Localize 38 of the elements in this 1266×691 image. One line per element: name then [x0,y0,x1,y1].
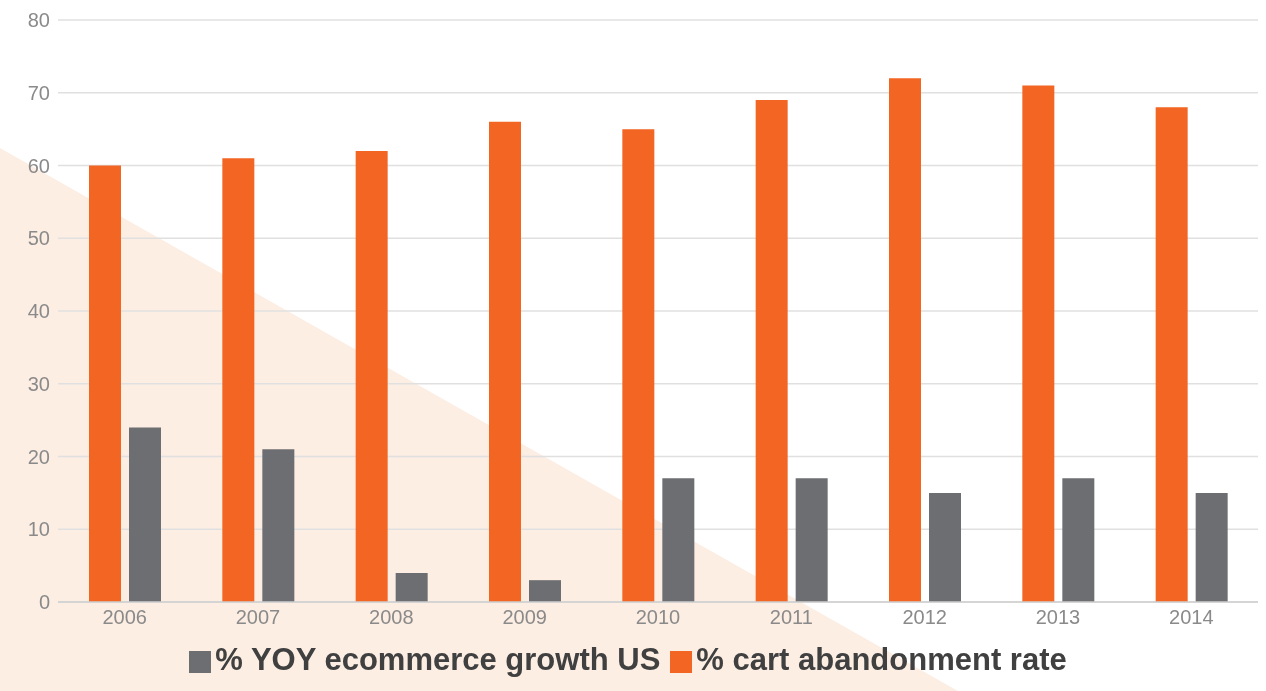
x-tick-label: 2011 [769,606,813,629]
x-tick-label: 2013 [1035,606,1081,629]
bar [129,427,161,602]
legend-label: % cart abandonment rate [696,642,1067,677]
y-tick-label: 40 [27,300,50,323]
x-tick-label: 2008 [369,606,414,629]
y-tick-label: 60 [27,154,50,177]
y-tick-label: 70 [27,81,50,104]
bar [755,100,788,602]
y-tick-label: 20 [27,445,50,468]
y-tick-label: 10 [27,518,50,541]
x-tick-label: 2012 [902,606,947,629]
bar [929,492,961,602]
bar [662,478,695,602]
y-tick-label: 50 [27,227,50,250]
bar [1195,492,1228,602]
bar [355,150,388,602]
bar [262,449,295,602]
bar [889,78,921,602]
bar [622,129,655,602]
bar [395,572,428,602]
bar [1062,478,1095,602]
legend-label: % YOY ecommerce growth US [215,642,661,677]
x-tick-label: 2010 [635,606,681,629]
y-tick-label: 30 [27,372,50,395]
x-tick-label: 2006 [102,606,147,629]
bar [795,478,828,602]
x-tick-label: 2014 [1169,606,1214,629]
bar [89,165,121,602]
x-tick-label: 2009 [502,606,547,629]
bar [489,121,521,602]
bar [529,580,561,602]
bar [1155,107,1188,602]
bar [1022,85,1055,602]
bar [222,158,255,602]
y-tick-label: 0 [38,591,50,614]
y-tick-label: 80 [27,9,50,32]
x-tick-label: 2007 [235,606,281,629]
